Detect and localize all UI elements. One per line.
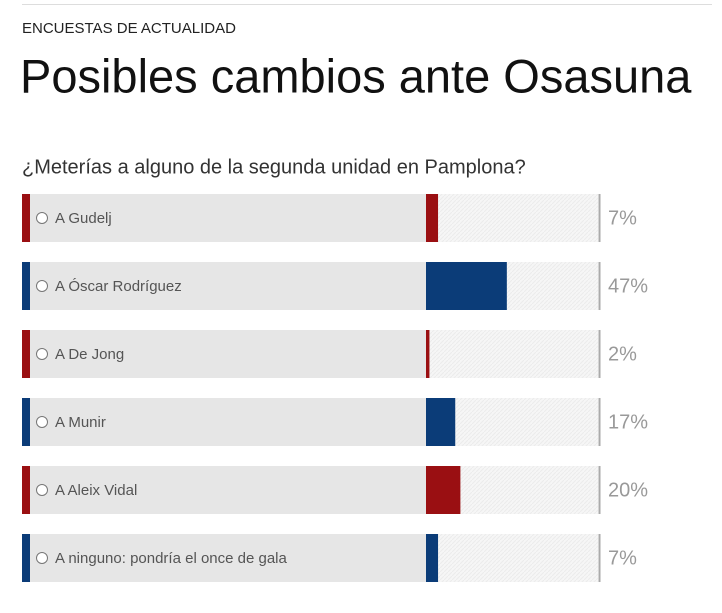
bar <box>426 466 461 514</box>
value-label: 7% <box>608 547 637 569</box>
option-label: A Munir <box>55 414 106 431</box>
option-accent <box>22 262 30 310</box>
option-accent <box>22 466 30 514</box>
bar-track <box>426 330 598 378</box>
option-box[interactable] <box>30 398 426 446</box>
option-label: A ninguno: pondría el once de gala <box>55 550 288 567</box>
radio[interactable] <box>36 416 48 428</box>
question: ¿Meterías a alguno de la segunda unidad … <box>22 156 526 178</box>
option-box[interactable] <box>30 466 426 514</box>
radio[interactable] <box>36 552 48 564</box>
bar <box>426 262 507 310</box>
value-label: 7% <box>608 207 637 229</box>
radio[interactable] <box>36 212 48 224</box>
option-accent <box>22 534 30 582</box>
option-accent <box>22 194 30 242</box>
value-label: 20% <box>608 479 648 501</box>
option-accent <box>22 330 30 378</box>
option-label: A Óscar Rodríguez <box>55 278 182 295</box>
value-label: 47% <box>608 275 648 297</box>
option-box[interactable] <box>30 262 426 310</box>
option-accent <box>22 398 30 446</box>
value-label: 2% <box>608 343 637 365</box>
bar <box>426 398 456 446</box>
option-box[interactable] <box>30 330 426 378</box>
kicker: ENCUESTAS DE ACTUALIDAD <box>22 20 236 37</box>
value-label: 17% <box>608 411 648 433</box>
option-box[interactable] <box>30 194 426 242</box>
option-label: A De Jong <box>55 346 124 363</box>
bar <box>426 330 430 378</box>
title: Posibles cambios ante Osasuna <box>20 49 692 102</box>
bar <box>426 194 439 242</box>
radio[interactable] <box>36 280 48 292</box>
radio[interactable] <box>36 484 48 496</box>
bar <box>426 534 439 582</box>
option-label: A Aleix Vidal <box>55 482 137 499</box>
bar-track <box>426 534 598 582</box>
option-label: A Gudelj <box>55 210 112 227</box>
radio[interactable] <box>36 348 48 360</box>
option-box[interactable] <box>30 534 426 582</box>
bar-track <box>426 194 598 242</box>
